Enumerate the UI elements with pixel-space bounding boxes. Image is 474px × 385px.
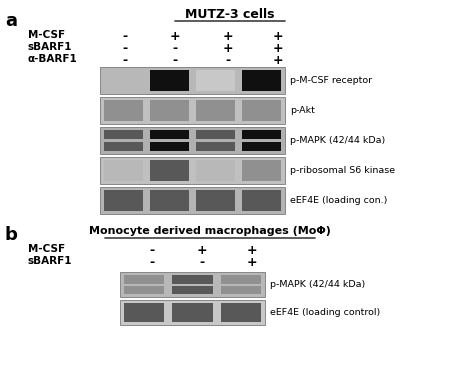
Text: +: + [223,30,233,43]
Text: sBARF1: sBARF1 [28,256,73,266]
Bar [196,160,235,181]
Bar [220,286,261,294]
Text: +: + [273,42,283,55]
Text: sBARF1: sBARF1 [28,42,73,52]
Bar [242,130,281,139]
Text: p-MAPK (42/44 kDa): p-MAPK (42/44 kDa) [290,136,385,145]
Text: MUTZ-3 cells: MUTZ-3 cells [185,8,275,21]
Text: -: - [173,42,178,55]
Bar [104,70,143,91]
Text: -: - [226,54,230,67]
Bar [196,70,235,91]
Bar [150,70,189,91]
Text: p-M-CSF receptor: p-M-CSF receptor [290,76,372,85]
Text: -: - [122,42,128,55]
Text: -: - [122,54,128,67]
Text: +: + [246,256,257,269]
Text: +: + [273,30,283,43]
Text: -: - [122,30,128,43]
Bar [242,190,281,211]
Bar [172,303,213,322]
Text: Monocyte derived macrophages (MoΦ): Monocyte derived macrophages (MoΦ) [89,226,331,236]
Bar [196,130,235,139]
Bar [220,303,261,322]
Bar [120,272,265,297]
Bar [104,160,143,181]
Bar [196,100,235,121]
Text: +: + [170,30,180,43]
Text: +: + [273,54,283,67]
Bar [242,160,281,181]
Bar [242,142,281,151]
Text: p-MAPK (42/44 kDa): p-MAPK (42/44 kDa) [270,280,365,289]
Bar [104,100,143,121]
Bar [242,100,281,121]
Bar [196,190,235,211]
Text: b: b [5,226,18,244]
Text: p-Akt: p-Akt [290,106,315,115]
Bar [104,142,143,151]
Bar [150,160,189,181]
Bar [124,303,164,322]
Bar [100,97,285,124]
Bar [150,130,189,139]
Bar [100,157,285,184]
Text: +: + [197,244,207,257]
Bar [100,67,285,94]
Text: p-ribosomal S6 kinase: p-ribosomal S6 kinase [290,166,395,175]
Text: a: a [5,12,17,30]
Bar [150,142,189,151]
Text: +: + [246,244,257,257]
Bar [242,70,281,91]
Bar [124,275,164,283]
Text: M-CSF: M-CSF [28,30,65,40]
Bar [120,300,265,325]
Text: M-CSF: M-CSF [28,244,65,254]
Bar [196,142,235,151]
Text: eEF4E (loading con.): eEF4E (loading con.) [290,196,387,205]
Bar [150,100,189,121]
Text: -: - [149,244,155,257]
Bar [104,190,143,211]
Bar [172,286,213,294]
Text: -: - [149,256,155,269]
Bar [104,130,143,139]
Bar [100,127,285,154]
Bar [150,190,189,211]
Bar [124,286,164,294]
Text: α-BARF1: α-BARF1 [28,54,78,64]
Bar [172,275,213,283]
Bar [220,275,261,283]
Text: -: - [173,54,178,67]
Text: eEF4E (loading control): eEF4E (loading control) [270,308,380,317]
Text: +: + [223,42,233,55]
Bar [100,187,285,214]
Text: -: - [200,256,205,269]
